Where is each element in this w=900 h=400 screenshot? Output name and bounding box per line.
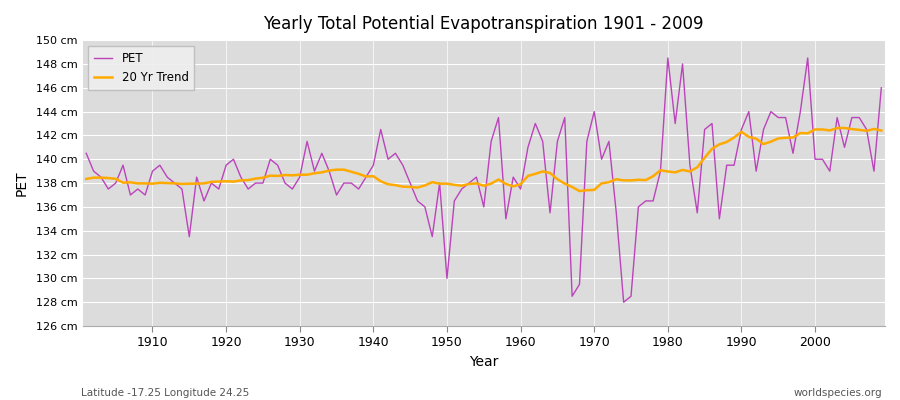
- PET: [508, 175, 518, 180]
- 20 Yr Trend: [574, 189, 585, 194]
- PET: [81, 151, 92, 156]
- 20 Yr Trend: [515, 182, 526, 187]
- PET: [604, 139, 615, 144]
- PET: [618, 300, 629, 305]
- PET: [302, 139, 312, 144]
- 20 Yr Trend: [508, 184, 518, 189]
- PET: [140, 192, 150, 197]
- Legend: PET, 20 Yr Trend: PET, 20 Yr Trend: [88, 46, 194, 90]
- 20 Yr Trend: [839, 126, 850, 130]
- Y-axis label: PET: PET: [15, 170, 29, 196]
- 20 Yr Trend: [140, 181, 150, 186]
- 20 Yr Trend: [346, 169, 356, 174]
- 20 Yr Trend: [302, 172, 312, 177]
- Text: Latitude -17.25 Longitude 24.25: Latitude -17.25 Longitude 24.25: [81, 388, 249, 398]
- PET: [515, 187, 526, 192]
- PET: [346, 181, 356, 186]
- X-axis label: Year: Year: [469, 355, 499, 369]
- Title: Yearly Total Potential Evapotranspiration 1901 - 2009: Yearly Total Potential Evapotranspiratio…: [264, 15, 704, 33]
- 20 Yr Trend: [611, 177, 622, 182]
- PET: [876, 85, 886, 90]
- 20 Yr Trend: [876, 128, 886, 133]
- Line: PET: PET: [86, 58, 881, 302]
- Text: worldspecies.org: worldspecies.org: [794, 388, 882, 398]
- Line: 20 Yr Trend: 20 Yr Trend: [86, 128, 881, 191]
- 20 Yr Trend: [81, 176, 92, 181]
- PET: [662, 56, 673, 60]
